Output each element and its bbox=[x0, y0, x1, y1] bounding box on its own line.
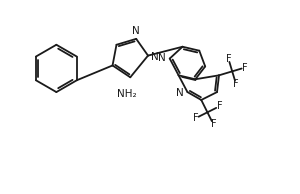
Text: N: N bbox=[176, 88, 184, 98]
Text: F: F bbox=[233, 79, 239, 89]
Text: N: N bbox=[158, 53, 166, 63]
Text: N: N bbox=[151, 52, 159, 61]
Text: F: F bbox=[242, 62, 248, 73]
Text: NH₂: NH₂ bbox=[116, 89, 136, 99]
Text: F: F bbox=[193, 113, 198, 123]
Text: F: F bbox=[211, 119, 216, 129]
Text: F: F bbox=[226, 54, 231, 64]
Text: F: F bbox=[217, 101, 222, 111]
Text: N: N bbox=[132, 26, 140, 36]
